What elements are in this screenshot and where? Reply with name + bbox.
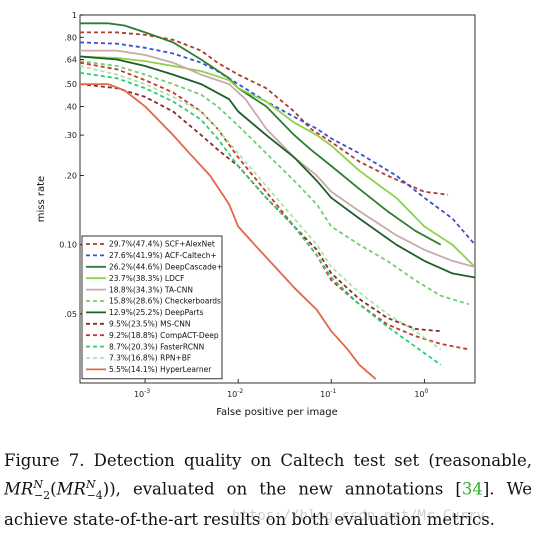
caption-mid: )), evaluated on the new annotations [ xyxy=(102,479,462,499)
curve-2 xyxy=(80,22,442,246)
y-tick-label-2: .64 xyxy=(64,56,77,65)
legend-entry-10: 7.3%(16.8%) RPN+BF xyxy=(109,354,191,363)
y-tick-label-4: .40 xyxy=(64,102,77,111)
curve-10 xyxy=(80,65,442,351)
y-axis-label: miss rate xyxy=(36,176,47,222)
legend-entry-2: 26.2%(44.6%) DeepCascade+ xyxy=(109,263,223,272)
axis-ticks: 10-3 10-2 10-1 100 1 .80 .64 .50 .40 .30 .20 0.10 .0… xyxy=(59,11,428,399)
legend-entry-6: 12.9%(25.2%) DeepParts xyxy=(109,308,203,317)
y-tick-label-3: .50 xyxy=(64,80,77,89)
x-tick-label-1: 10-2 xyxy=(227,388,243,399)
x-tick-label-0: 10-3 xyxy=(134,388,150,399)
figure-caption: Figure 7. Detection quality on Caltech t… xyxy=(4,449,532,532)
caption-math-mr-2: MR xyxy=(56,479,86,499)
curve-0 xyxy=(80,31,449,196)
caption-reference-link[interactable]: 34 xyxy=(461,479,483,499)
caption-math-paren: ( xyxy=(50,479,57,499)
y-tick-label-0: 1 xyxy=(72,11,77,20)
legend-entry-5: 15.8%(28.6%) Checkerboards xyxy=(109,297,221,306)
legend-entry-9: 8.7%(20.3%) FasterRCNN xyxy=(109,342,204,351)
x-axis-label: False positive per image xyxy=(216,407,338,418)
curve-3 xyxy=(80,55,475,268)
curves xyxy=(80,22,475,380)
y-tick-label-8: .05 xyxy=(64,310,77,319)
legend-entry-8: 9.2%(18.8%) CompACT-Deep xyxy=(109,331,219,340)
legend-entry-7: 9.5%(23.5%) MS-CNN xyxy=(109,320,191,329)
curve-6 xyxy=(80,55,475,279)
y-tick-label-5: .30 xyxy=(64,131,77,140)
caption-math-sub: −2 xyxy=(33,488,51,502)
x-tick-label-3: 100 xyxy=(414,388,428,399)
watermark-text: https://blog.csdn.net/Mr_Curry xyxy=(232,508,485,524)
caption-tail: ]. We achieve state-of-the-art results o… xyxy=(4,479,532,529)
caption-math-sub-2: −4 xyxy=(86,488,103,502)
y-tick-label-6: .20 xyxy=(64,172,77,181)
caption-lead: Figure 7. Detection quality on Caltech t… xyxy=(4,451,532,470)
y-tick-label-7: 0.10 xyxy=(59,241,77,250)
caption-math-sup-2: N xyxy=(85,478,96,491)
roc-chart: 10-3 10-2 10-1 100 1 .80 .64 .50 .40 .30 .20 0.10 .0… xyxy=(36,11,476,418)
curve-9 xyxy=(80,71,442,366)
legend-entry-4: 18.8%(34.3%) TA-CNN xyxy=(109,285,193,294)
legend-entry-11: 5.5%(14.1%) HyperLearner xyxy=(109,365,212,374)
caption-math-sup: N xyxy=(33,478,43,491)
curve-11 xyxy=(80,83,377,380)
curve-4 xyxy=(80,49,475,268)
x-tick-label-2: 10-1 xyxy=(320,388,336,399)
legend-entry-3: 23.7%(38.3%) LDCF xyxy=(109,274,184,283)
legend: 29.7%(47.4%) SCF+AlexNet 27.6%(41.9%) ACF… xyxy=(81,235,223,380)
legend-entry-1: 27.6%(41.9%) ACF-Caltech+ xyxy=(109,251,217,260)
curve-5 xyxy=(80,60,470,306)
legend-box xyxy=(81,235,223,380)
legend-entry-0: 29.7%(47.4%) SCF+AlexNet xyxy=(109,240,215,249)
caption-math-mr: MR xyxy=(4,479,34,499)
curve-1 xyxy=(80,41,475,246)
y-tick-label-1: .80 xyxy=(64,33,77,42)
